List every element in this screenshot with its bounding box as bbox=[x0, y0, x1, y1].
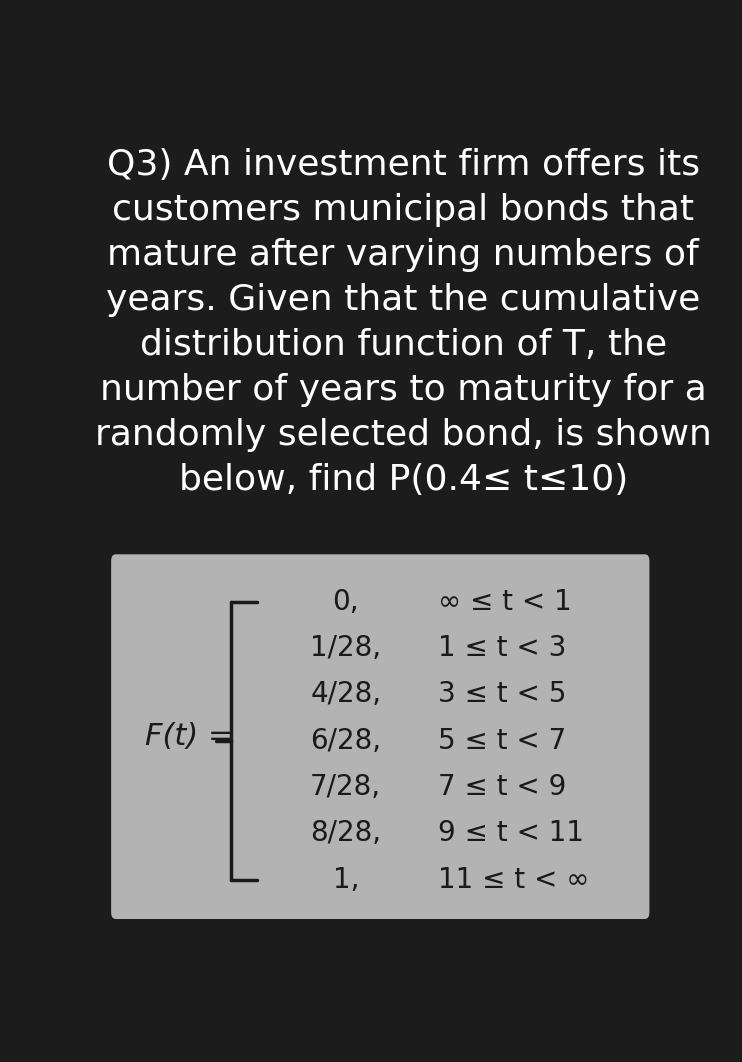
Text: 1/28,: 1/28, bbox=[310, 634, 381, 662]
Text: ∞ ≤ t < 1: ∞ ≤ t < 1 bbox=[438, 587, 571, 616]
Text: Q3) An investment firm offers its: Q3) An investment firm offers its bbox=[107, 148, 700, 182]
Text: randomly selected bond, is shown: randomly selected bond, is shown bbox=[95, 417, 712, 451]
Text: mature after varying numbers of: mature after varying numbers of bbox=[108, 238, 699, 272]
Text: customers municipal bonds that: customers municipal bonds that bbox=[112, 193, 695, 227]
Text: distribution function of T, the: distribution function of T, the bbox=[139, 328, 667, 362]
Text: 9 ≤ t < 11: 9 ≤ t < 11 bbox=[438, 820, 584, 847]
Text: F(t) =: F(t) = bbox=[145, 722, 233, 751]
Text: 3 ≤ t < 5: 3 ≤ t < 5 bbox=[438, 681, 566, 708]
Text: 0,: 0, bbox=[332, 587, 359, 616]
Text: 6/28,: 6/28, bbox=[310, 726, 381, 755]
Text: 7 ≤ t < 9: 7 ≤ t < 9 bbox=[438, 773, 566, 801]
Text: 1,: 1, bbox=[332, 866, 359, 894]
Text: 5 ≤ t < 7: 5 ≤ t < 7 bbox=[438, 726, 566, 755]
Text: 11 ≤ t < ∞: 11 ≤ t < ∞ bbox=[438, 866, 589, 894]
Text: years. Given that the cumulative: years. Given that the cumulative bbox=[106, 282, 700, 316]
Text: 4/28,: 4/28, bbox=[310, 681, 381, 708]
Text: 1 ≤ t < 3: 1 ≤ t < 3 bbox=[438, 634, 566, 662]
Text: 7/28,: 7/28, bbox=[310, 773, 381, 801]
Text: 8/28,: 8/28, bbox=[310, 820, 381, 847]
FancyBboxPatch shape bbox=[111, 554, 649, 919]
Text: number of years to maturity for a: number of years to maturity for a bbox=[100, 373, 706, 407]
Text: below, find P(0.4≤ t≤10): below, find P(0.4≤ t≤10) bbox=[179, 463, 628, 497]
